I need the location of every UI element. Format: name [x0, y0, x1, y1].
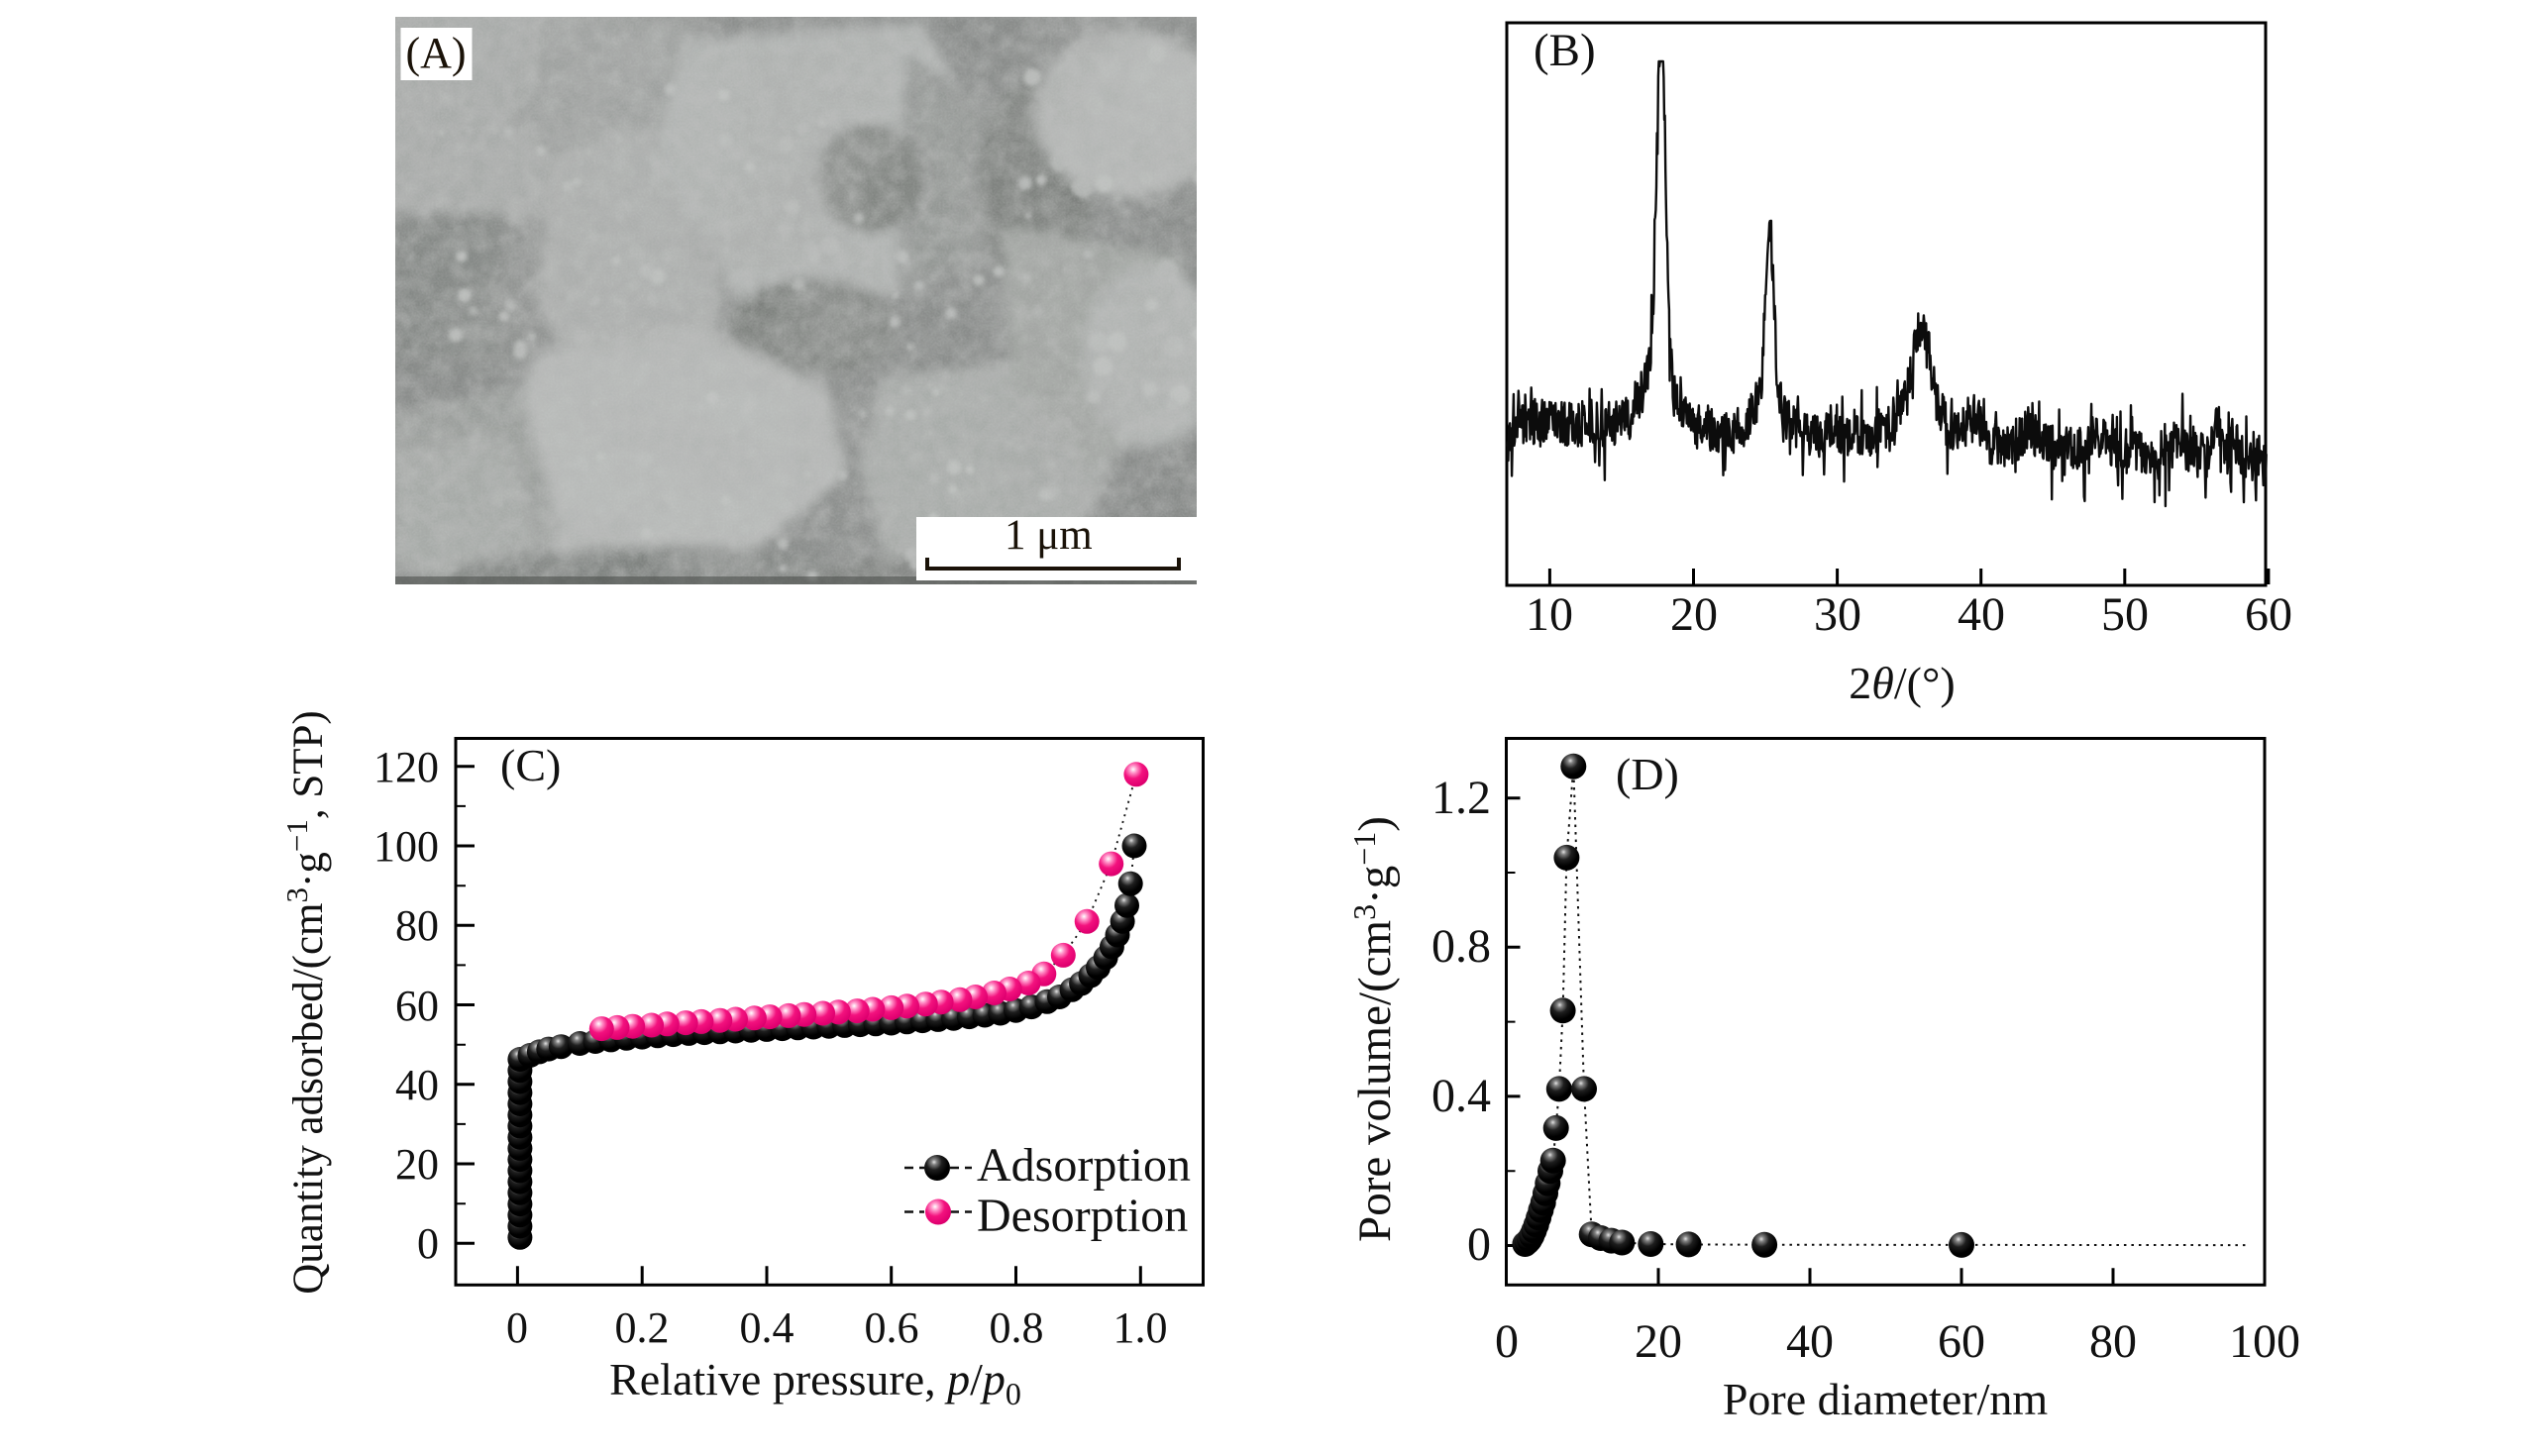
svg-text:Adsorption: Adsorption — [977, 1139, 1191, 1192]
svg-text:Desorption: Desorption — [977, 1190, 1188, 1242]
svg-text:30: 30 — [1814, 588, 1861, 641]
svg-text:Pore volume/(cm3·g−1): Pore volume/(cm3·g−1) — [1346, 816, 1401, 1242]
svg-text:40: 40 — [395, 1061, 439, 1109]
svg-text:(C): (C) — [500, 740, 561, 790]
svg-text:0: 0 — [1495, 1315, 1519, 1368]
svg-text:100: 100 — [373, 822, 439, 871]
svg-text:0.8: 0.8 — [990, 1303, 1044, 1352]
svg-text:0: 0 — [1467, 1218, 1491, 1271]
svg-text:1.0: 1.0 — [1113, 1303, 1168, 1352]
svg-text:(B): (B) — [1534, 25, 1596, 76]
svg-text:0.8: 0.8 — [1431, 920, 1491, 973]
svg-text:(A): (A) — [405, 29, 466, 77]
svg-text:40: 40 — [1958, 588, 2005, 641]
svg-text:80: 80 — [2089, 1315, 2137, 1368]
svg-text:80: 80 — [395, 901, 439, 950]
svg-text:60: 60 — [2245, 588, 2292, 641]
svg-text:100: 100 — [2229, 1315, 2300, 1368]
svg-text:0.4: 0.4 — [740, 1303, 795, 1352]
svg-text:0.2: 0.2 — [615, 1303, 670, 1352]
svg-text:20: 20 — [395, 1140, 439, 1189]
svg-text:0: 0 — [417, 1219, 439, 1268]
svg-text:20: 20 — [1635, 1315, 1682, 1368]
svg-text:40: 40 — [1786, 1315, 1834, 1368]
svg-text:Quantity adsorbed/(cm3·g−1, ST: Quantity adsorbed/(cm3·g−1, STP) — [279, 710, 332, 1295]
svg-text:0.4: 0.4 — [1431, 1070, 1491, 1122]
svg-text:120: 120 — [373, 743, 439, 791]
svg-text:60: 60 — [395, 982, 439, 1030]
svg-text:Pore diameter/nm: Pore diameter/nm — [1723, 1374, 2049, 1424]
svg-text:0: 0 — [506, 1303, 528, 1352]
svg-text:20: 20 — [1670, 588, 1718, 641]
svg-text:60: 60 — [1938, 1315, 1985, 1368]
svg-text:0.6: 0.6 — [865, 1303, 919, 1352]
svg-text:Relative pressure, p/p0: Relative pressure, p/p0 — [609, 1354, 1021, 1411]
svg-text:1 μm: 1 μm — [1005, 512, 1093, 559]
svg-text:(D): (D) — [1616, 749, 1679, 799]
svg-text:1.2: 1.2 — [1431, 772, 1491, 824]
svg-text:50: 50 — [2101, 588, 2149, 641]
svg-text:10: 10 — [1526, 588, 1573, 641]
svg-text:2θ/(°): 2θ/(°) — [1849, 658, 1955, 708]
